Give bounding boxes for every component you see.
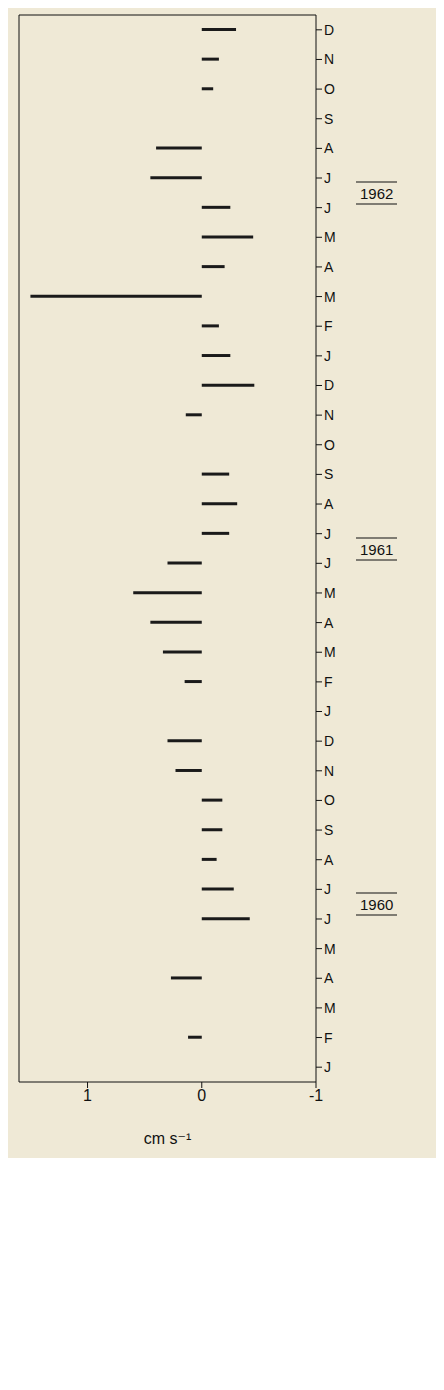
svg-text:A: A <box>324 140 334 156</box>
svg-text:A: A <box>324 615 334 631</box>
svg-text:M: M <box>324 229 336 245</box>
svg-text:O: O <box>324 792 335 808</box>
svg-text:1: 1 <box>83 1087 92 1104</box>
html-text:1962: 1962 <box>360 184 394 202</box>
svg-text:A: A <box>324 970 334 986</box>
svg-text:M: M <box>324 1000 336 1016</box>
svg-text:M: M <box>324 585 336 601</box>
svg-text:S: S <box>324 822 333 838</box>
svg-text:0: 0 <box>197 1087 206 1104</box>
svg-text:J: J <box>324 555 331 571</box>
html-text:1961: 1961 <box>360 540 394 557</box>
svg-text:F: F <box>324 318 333 334</box>
html-text:1960: 1960 <box>360 895 394 913</box>
svg-text:A: A <box>324 852 334 868</box>
svg-text:J: J <box>324 170 331 186</box>
svg-text:J: J <box>324 348 331 364</box>
svg-text:J: J <box>324 881 331 897</box>
svg-text:J: J <box>324 1059 331 1075</box>
svg-text:O: O <box>324 81 335 97</box>
svg-text:D: D <box>324 733 334 749</box>
svg-text:M: M <box>324 289 336 305</box>
svg-text:A: A <box>324 259 334 275</box>
svg-text:D: D <box>324 22 334 38</box>
svg-text:J: J <box>324 526 331 542</box>
svg-text:S: S <box>324 111 333 127</box>
svg-text:D: D <box>324 377 334 393</box>
svg-text:N: N <box>324 763 334 779</box>
svg-text:M: M <box>324 644 336 660</box>
svg-text:F: F <box>324 1030 333 1046</box>
svg-text:S: S <box>324 466 333 482</box>
svg-text:cm s⁻¹: cm s⁻¹ <box>144 1130 192 1147</box>
svg-text:O: O <box>324 437 335 453</box>
svg-text:J: J <box>324 200 331 216</box>
svg-text:N: N <box>324 407 334 423</box>
svg-text:N: N <box>324 51 334 67</box>
svg-text:-1: -1 <box>309 1087 323 1104</box>
svg-text:J: J <box>324 911 331 927</box>
svg-text:F: F <box>324 674 333 690</box>
svg-text:M: M <box>324 941 336 957</box>
svg-text:J: J <box>324 703 331 719</box>
svg-text:A: A <box>324 496 334 512</box>
